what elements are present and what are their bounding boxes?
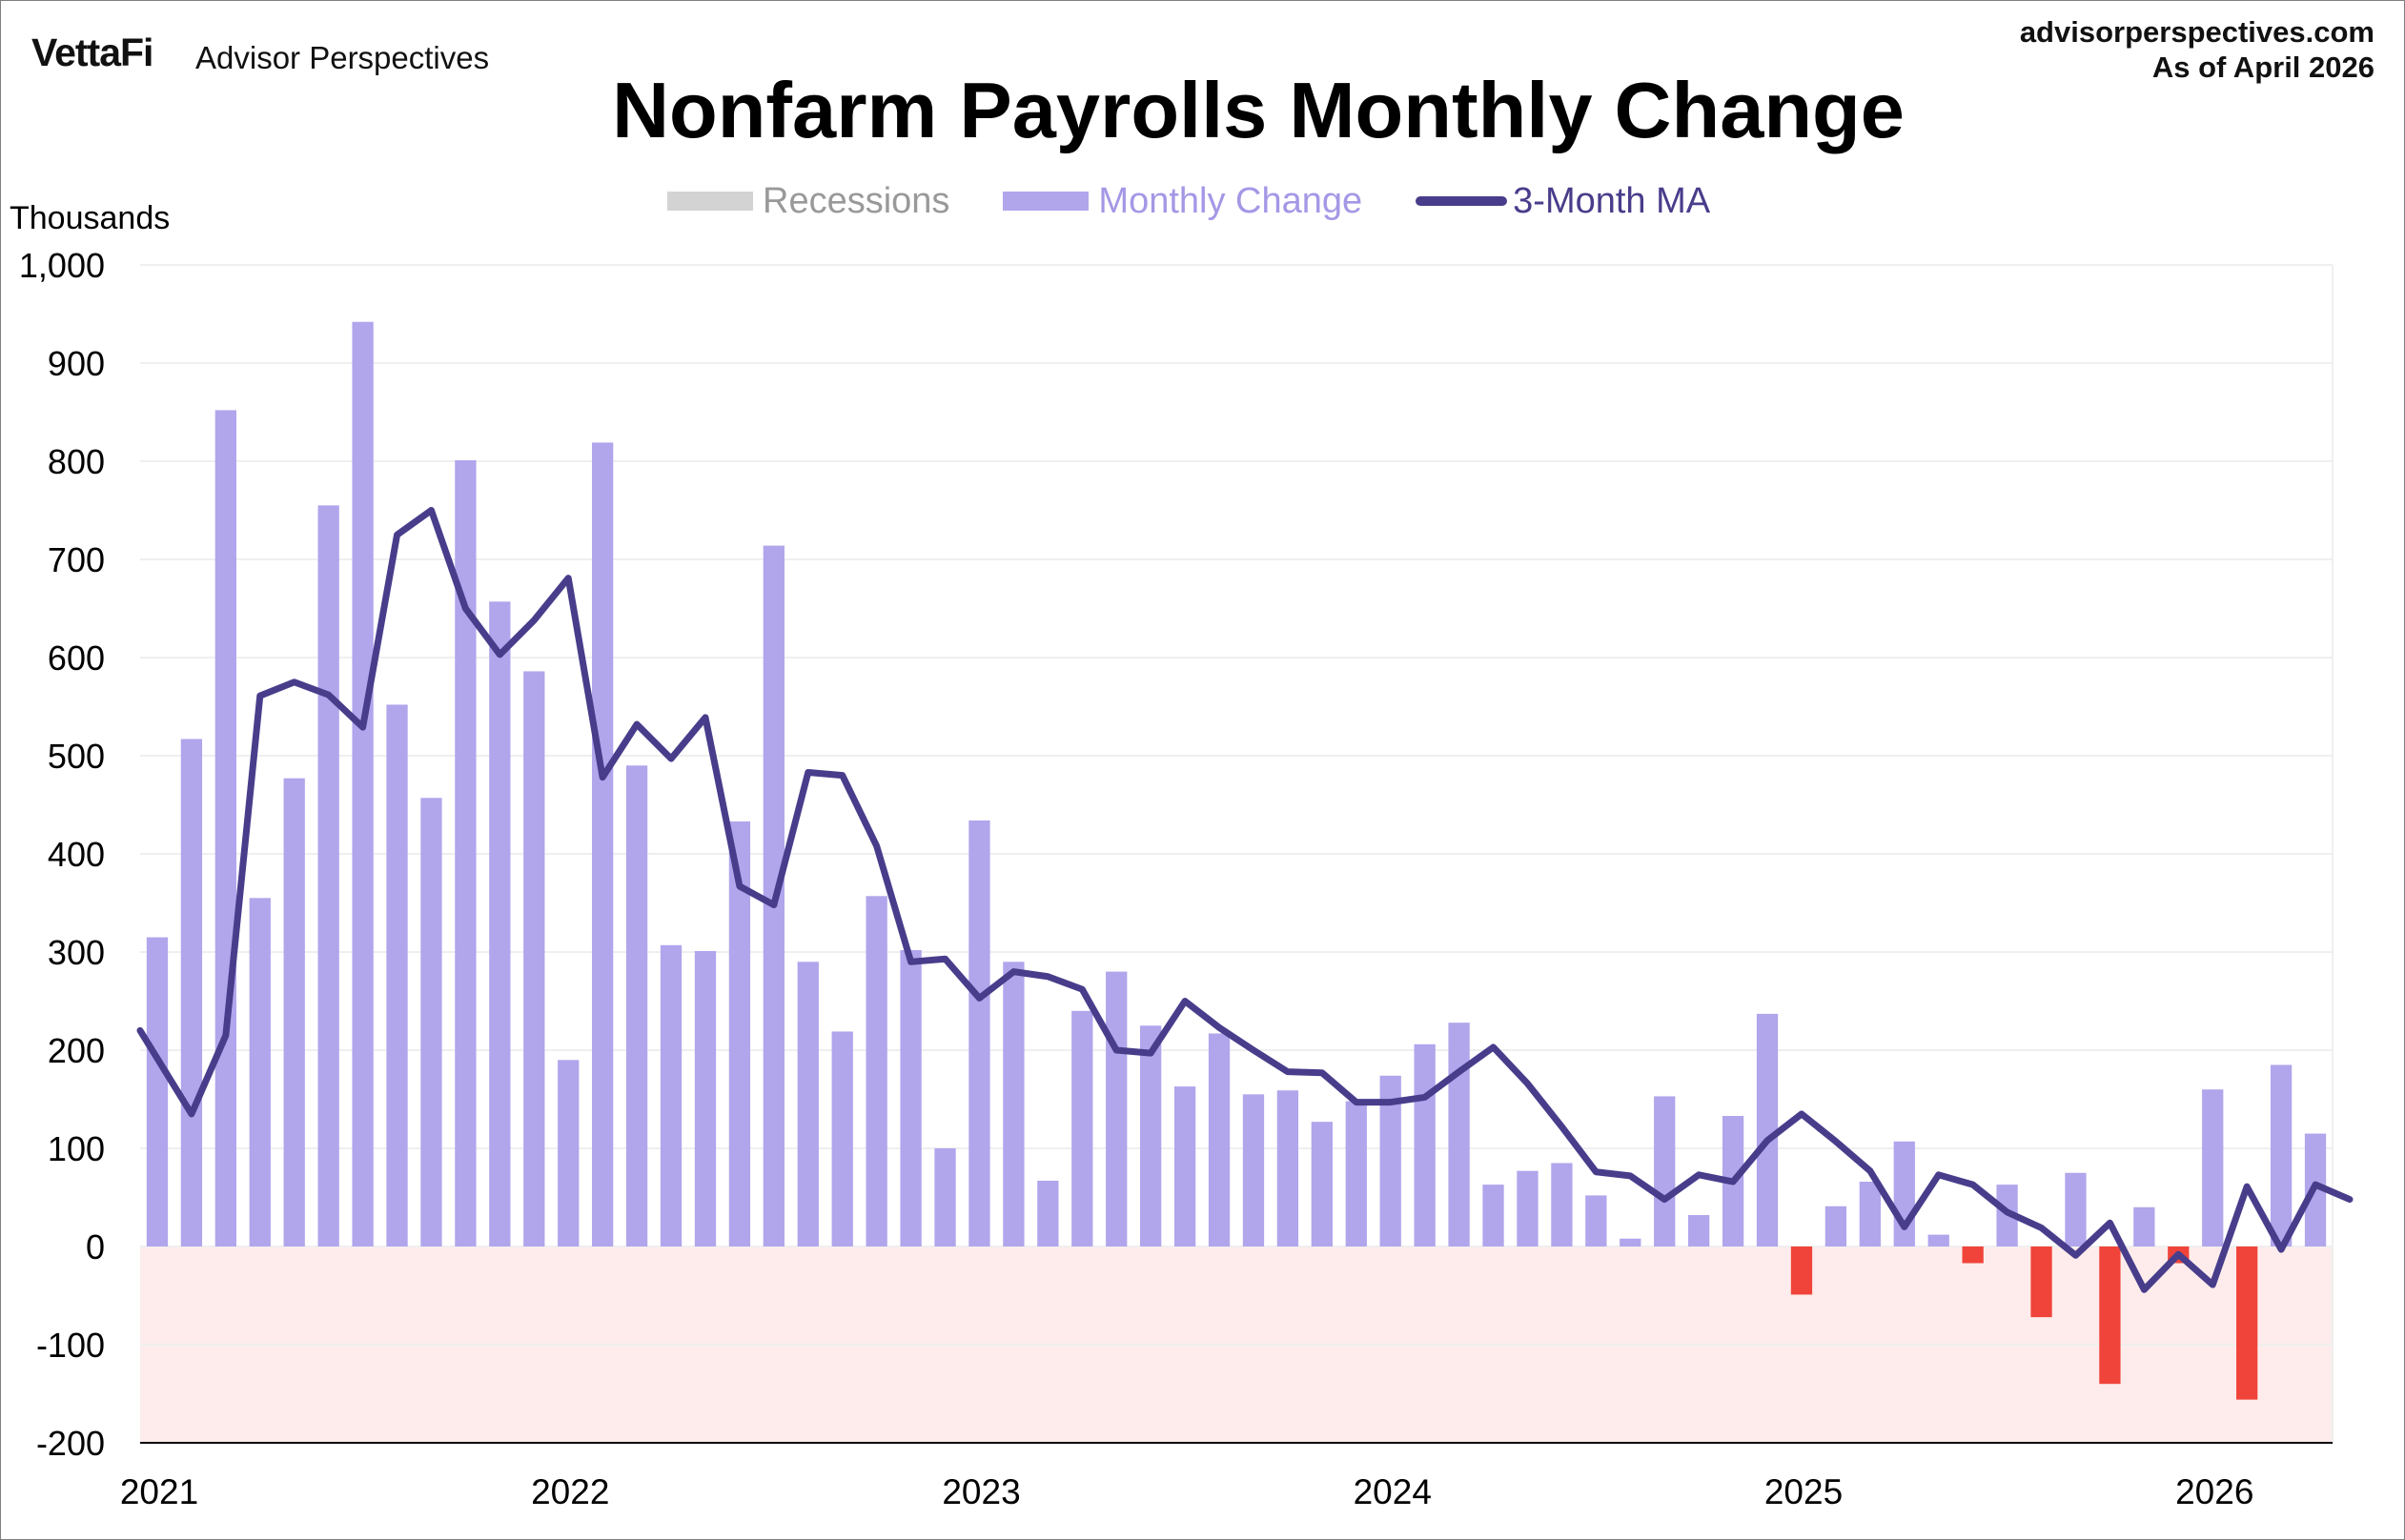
legend-item-3-month-ma: 3-Month MA <box>1416 181 1710 222</box>
bar-monthly-change <box>2133 1206 2155 1246</box>
bar-monthly-change <box>420 798 442 1246</box>
x-tick-label: 2021 <box>120 1472 198 1511</box>
legend-item-monthly-change: Monthly Change <box>1003 181 1362 222</box>
y-tick-label: 900 <box>48 344 105 383</box>
y-tick-label: -100 <box>36 1326 105 1365</box>
y-tick-label: 700 <box>48 540 105 579</box>
bar-monthly-change <box>1208 1033 1231 1246</box>
x-tick-label: 2024 <box>1354 1472 1432 1511</box>
as-of-date: As of April 2026 <box>2151 51 2374 84</box>
bar-monthly-change <box>1311 1122 1333 1246</box>
y-tick-label: 400 <box>48 835 105 874</box>
bar-monthly-change <box>1893 1141 1915 1246</box>
bar-monthly-change <box>1551 1163 1573 1246</box>
y-tick-label: -200 <box>36 1424 105 1463</box>
bar-monthly-change <box>1140 1025 1162 1246</box>
bar-monthly-change <box>1962 1246 1984 1264</box>
y-tick-label: 200 <box>48 1031 105 1070</box>
bar-monthly-change <box>1379 1075 1401 1246</box>
bar-monthly-change <box>1276 1090 1299 1246</box>
bar-monthly-change <box>1037 1180 1059 1246</box>
bar-monthly-change <box>352 321 374 1246</box>
bar-monthly-change <box>900 949 922 1246</box>
legend-item-recessions: Recessions <box>667 181 949 222</box>
site-url: advisorperspectives.com <box>2019 15 2374 49</box>
bar-monthly-change <box>1824 1206 1847 1246</box>
bar-monthly-change <box>934 1148 956 1246</box>
bar-monthly-change <box>968 820 990 1246</box>
bar-monthly-change <box>625 765 648 1246</box>
y-tick-label: 800 <box>48 442 105 481</box>
x-tick-label: 2023 <box>942 1472 1020 1511</box>
bar-monthly-change <box>523 671 545 1246</box>
y-tick-label: 100 <box>48 1129 105 1168</box>
bar-monthly-change <box>1242 1094 1265 1246</box>
bar-monthly-change <box>214 410 236 1246</box>
brand-name: Advisor Perspectives <box>195 40 490 75</box>
x-tick-label: 2026 <box>2175 1472 2253 1511</box>
y-tick-label: 0 <box>86 1227 105 1266</box>
bar-monthly-change <box>249 898 271 1246</box>
bar-monthly-change <box>1448 1023 1470 1246</box>
bar-monthly-change <box>1756 1013 1779 1246</box>
bar-monthly-change <box>1654 1096 1676 1246</box>
line-3-month-ma <box>136 507 2354 1293</box>
bar-monthly-change <box>2065 1172 2087 1246</box>
bar-monthly-change <box>592 442 614 1246</box>
legend-swatch-monthly-change <box>1003 192 1090 211</box>
bar-monthly-change <box>2236 1246 2258 1400</box>
y-tick-label: 600 <box>48 638 105 678</box>
bar-monthly-change <box>1345 1101 1367 1246</box>
bar-monthly-change <box>1585 1195 1607 1246</box>
legend-swatch-recessions <box>667 192 753 211</box>
bar-monthly-change <box>1071 1010 1093 1246</box>
bar-monthly-change <box>146 937 169 1246</box>
bar-monthly-change <box>283 778 305 1246</box>
vettafi-logo: VettaFi <box>31 30 153 74</box>
bar-monthly-change <box>1688 1215 1710 1246</box>
bar-monthly-change <box>797 962 819 1246</box>
bar-monthly-change <box>386 704 408 1246</box>
bar-monthly-change <box>489 601 511 1246</box>
y-axis-unit-label: Thousands <box>10 200 171 236</box>
bar-monthly-change <box>660 944 683 1246</box>
x-tick-label: 2025 <box>1764 1472 1843 1511</box>
bar-monthly-change <box>2099 1246 2121 1385</box>
x-tick-label: 2022 <box>531 1472 609 1511</box>
legend-swatch-3-month-ma <box>1416 196 1508 206</box>
y-tick-label: 300 <box>48 933 105 972</box>
bar-monthly-change <box>317 505 339 1246</box>
bar-monthly-change <box>1106 971 1128 1246</box>
bar-monthly-change <box>1517 1170 1539 1246</box>
y-tick-label: 1,000 <box>19 246 105 285</box>
legend-label-3-month-ma: 3-Month MA <box>1513 180 1711 221</box>
chart-title: Nonfarm Payrolls Monthly Change <box>612 66 1905 154</box>
bar-monthly-change <box>1173 1086 1196 1246</box>
bar-monthly-change <box>455 459 477 1247</box>
bar-monthly-change <box>2030 1246 2052 1318</box>
bar-monthly-change <box>728 821 751 1246</box>
bar-monthly-change <box>866 896 887 1246</box>
y-tick-label: 500 <box>48 737 105 776</box>
legend-label-recessions: Recessions <box>763 180 950 221</box>
bar-monthly-change <box>1859 1182 1881 1246</box>
bar-monthly-change <box>2202 1089 2224 1246</box>
bar-monthly-change <box>180 739 203 1246</box>
bar-monthly-change <box>1414 1044 1436 1246</box>
bar-monthly-change <box>1927 1234 1949 1246</box>
bar-monthly-change <box>694 950 717 1246</box>
legend-label-monthly-change: Monthly Change <box>1098 180 1363 221</box>
bar-monthly-change <box>2270 1064 2293 1246</box>
legend: Recessions Monthly Change 3-Month MA <box>667 177 1763 225</box>
bar-monthly-change <box>1003 962 1025 1246</box>
bar-monthly-change <box>1482 1185 1504 1246</box>
bar-monthly-change <box>1790 1246 1813 1295</box>
bar-monthly-change <box>558 1060 580 1246</box>
bar-monthly-change <box>831 1031 853 1246</box>
bar-monthly-change <box>1620 1238 1641 1246</box>
